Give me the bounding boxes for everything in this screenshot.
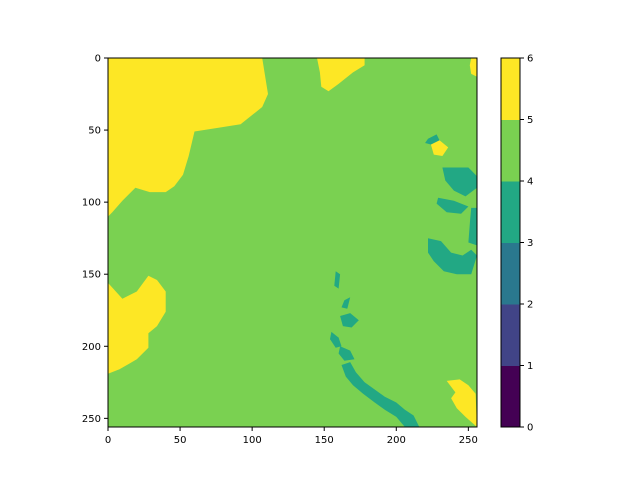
region-right-teal-4	[468, 207, 477, 246]
region-chain-teal-1	[334, 271, 341, 289]
region-chain-teal-3	[340, 313, 359, 328]
colorbar-tick-label: 6	[527, 54, 533, 65]
x-tick-label: 0	[105, 435, 111, 446]
colorbar-segment	[501, 119, 520, 182]
region-right-teal-5	[428, 238, 477, 275]
x-tick-label: 150	[315, 435, 334, 446]
region-bottom-right-yellow	[446, 379, 477, 427]
x-tick-label: 200	[387, 435, 406, 446]
y-axis: 0 50 100 150 200 250	[82, 54, 108, 425]
y-tick-label: 200	[82, 342, 101, 353]
y-tick-label: 100	[82, 198, 101, 209]
y-tick-label: 250	[82, 414, 101, 425]
colorbar-segment	[501, 242, 520, 305]
x-tick-label: 250	[459, 435, 478, 446]
region-chain-teal-2	[341, 297, 351, 309]
colorbar-tick-label: 1	[527, 361, 533, 372]
colorbar-segment	[501, 304, 520, 366]
region-right-teal-2	[442, 167, 477, 197]
region-right-teal-1	[425, 134, 440, 145]
x-tick-label: 50	[174, 435, 187, 446]
colorbar-axis: 0 1 2 3 4 5 6	[520, 54, 533, 434]
region-top-left-yellow	[108, 58, 268, 217]
region-right-teal-3	[436, 197, 469, 214]
colorbar-tick-label: 2	[527, 300, 533, 311]
region-chain-teal-4	[330, 331, 342, 348]
plot-frame	[107, 57, 478, 428]
colorbar-tick-label: 5	[527, 115, 533, 126]
region-chain-teal-5	[338, 346, 355, 361]
region-top-right-yellow	[469, 58, 477, 77]
colorbar	[501, 58, 520, 428]
colorbar-segment	[501, 365, 520, 428]
x-axis: 0 50 100 150 200 250	[105, 427, 478, 446]
colorbar-segment	[501, 181, 520, 243]
x-tick-label: 100	[243, 435, 262, 446]
region-top-mid-yellow	[317, 58, 365, 92]
region-lower-teal-river	[341, 362, 420, 427]
region-right-small-yellow	[430, 140, 449, 156]
colorbar-segment	[501, 58, 520, 120]
region-left-bottom-yellow	[108, 275, 166, 374]
y-tick-label: 150	[82, 270, 101, 281]
colorbar-tick-label: 0	[527, 423, 533, 434]
colorbar-tick-label: 4	[527, 177, 533, 188]
colorbar-tick-label: 3	[527, 238, 533, 249]
y-tick-label: 50	[88, 126, 101, 137]
heatmap-image	[108, 58, 477, 427]
y-tick-label: 0	[95, 54, 101, 65]
